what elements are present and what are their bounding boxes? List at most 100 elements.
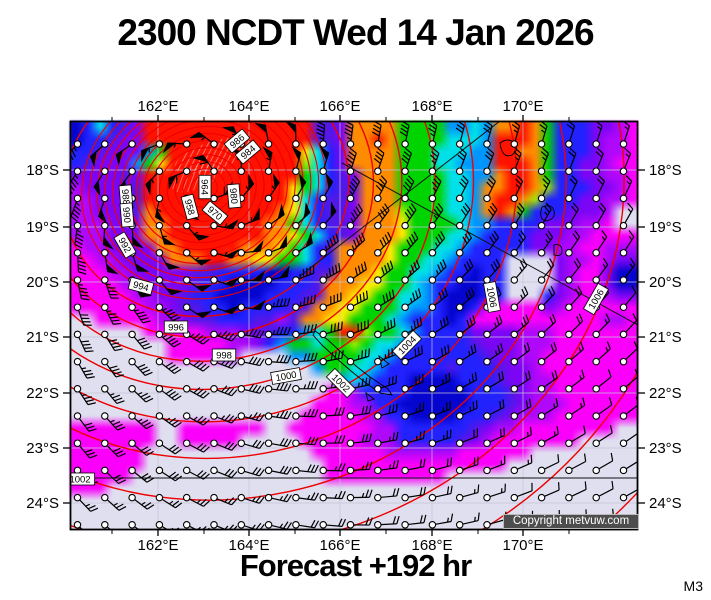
station-circle [619,276,628,284]
isobar-label: 970 [201,200,229,226]
station-circle [292,493,300,502]
station-circle [101,385,109,393]
lat-label: 21°S [26,329,59,346]
station-circle [210,194,218,203]
station-circle [592,330,600,339]
station-circle [510,385,519,393]
station-circle [264,412,273,420]
lon-label: 168°E [411,537,452,554]
station-circle [128,439,136,447]
station-circle [319,357,327,366]
station-circle [155,412,164,420]
station-circle [455,303,464,311]
station-circle [401,194,409,203]
station-circle [401,385,409,393]
axes: 162°E 162°E 164°E 164°E 166°E 166°E 168°E 168°E… [26,98,681,554]
station-circle [292,249,300,257]
station-circle [128,466,136,475]
station-circle [565,330,573,339]
lon-label: 168°E [411,98,452,115]
station-circle [292,357,300,366]
station-circle [264,493,273,502]
station-circle [319,439,327,447]
station-circle [537,385,546,393]
station-circle [237,439,246,447]
station-circle [401,521,409,529]
station-circle [401,167,409,175]
station-circle [510,439,519,447]
station-circle [210,221,218,230]
station-circle [428,276,437,284]
station-circle [346,357,355,366]
station-circle [592,140,600,148]
station-circle [374,466,382,475]
station-circle [483,221,491,230]
station-circle [292,140,300,148]
station-circle [210,385,218,393]
map-border [69,120,639,531]
svg-text:980: 980 [227,188,239,205]
svg-text:1006: 1006 [484,286,499,309]
station-circle [374,249,382,257]
station-circle [101,439,109,447]
station-circle [565,493,573,502]
station-circle [237,521,246,529]
station-circle [237,167,246,175]
station-circle [592,194,600,203]
station-circle [428,412,437,420]
station-circle [128,357,136,366]
station-circle [128,412,136,420]
station-circle [401,249,409,257]
lon-label: 164°E [228,98,269,115]
station-circle [565,412,573,420]
station-circle [619,140,628,148]
station-circle [346,330,355,339]
station-circle [401,412,409,420]
station-circle [319,493,327,502]
station-circle [428,221,437,230]
station-circle [182,493,191,502]
station-circle [210,167,218,175]
lat-label: 20°S [26,274,59,291]
station-circle [592,412,600,420]
station-circle [319,276,327,284]
station-circle [592,167,600,175]
station-circle [537,412,546,420]
station-circle [101,303,109,311]
station-circle [592,276,600,284]
station-circle [455,493,464,502]
station-circle [73,412,82,420]
station-circle [346,276,355,284]
station-circle [101,167,109,175]
station-circle [428,493,437,502]
station-circle [565,466,573,475]
lon-label: 162°E [137,537,178,554]
station-circle [292,521,300,529]
station-circle [428,194,437,203]
station-circle [155,303,164,311]
station-circle [264,439,273,447]
station-circle [537,303,546,311]
lat-label: 22°S [26,385,59,402]
station-circle [155,330,164,339]
forecast-hour-label: Forecast +192 hr [239,548,472,583]
station-circle [537,330,546,339]
station-circle [483,385,491,393]
isobar-label: 1006 [582,282,610,316]
station-circle [374,194,382,203]
station-circle [319,194,327,203]
station-circle [619,221,628,230]
isobar-label: 994 [127,276,155,296]
station-circle [346,439,355,447]
station-circle [237,385,246,393]
station-circle [374,521,382,529]
station-circle [455,140,464,148]
station-circle [483,493,491,502]
station-circle [73,521,82,529]
station-circle [565,167,573,175]
station-circle [264,221,273,230]
station-circle [346,140,355,148]
lat-label: 21°S [649,329,682,346]
station-circle [182,412,191,420]
